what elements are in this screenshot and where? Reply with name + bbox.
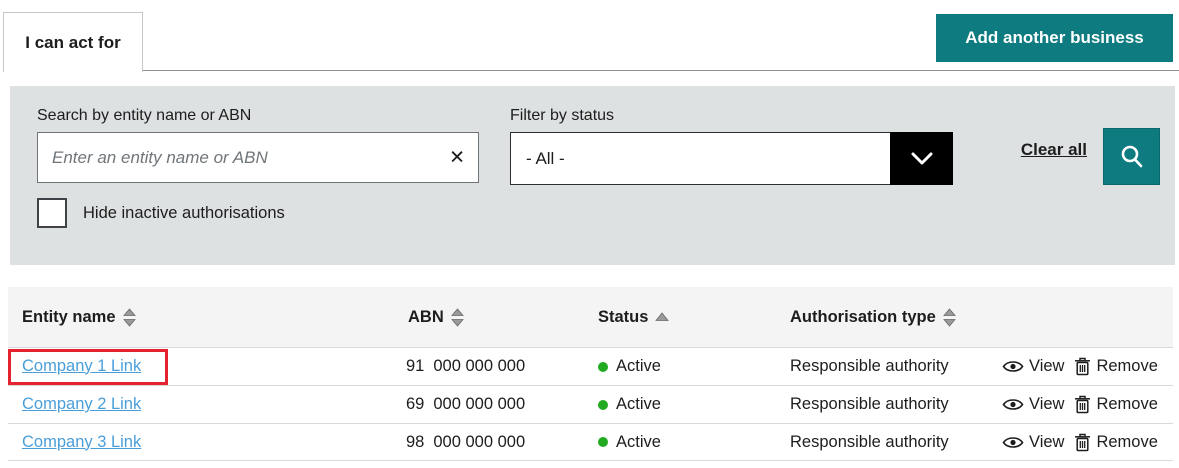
status-label: Active: [616, 432, 661, 451]
table-row: Company 2 Link 69 000 000 000 Active Resp…: [8, 385, 1173, 423]
remove-button[interactable]: Remove: [1074, 395, 1158, 414]
add-another-business-button[interactable]: Add another business: [936, 14, 1173, 62]
table-row: Company 1 Link 91 000 000 000 Active Resp…: [8, 347, 1173, 385]
tab-i-can-act-for[interactable]: I can act for: [3, 12, 143, 72]
eye-icon: [1002, 359, 1024, 374]
sort-both-icon: [122, 307, 136, 327]
entity-link[interactable]: Company 3 Link: [22, 432, 142, 451]
authorisation-type: Responsible authority: [790, 395, 949, 413]
sort-both-icon: [942, 307, 956, 327]
chevron-down-icon[interactable]: [890, 132, 953, 185]
remove-button[interactable]: Remove: [1074, 357, 1158, 376]
abn-value: 91 000 000 000: [406, 357, 526, 375]
hide-inactive-checkbox[interactable]: [37, 198, 67, 228]
tab-bar-divider: [142, 70, 1179, 71]
status-dot: [598, 361, 608, 372]
table-row: Company 3 Link 98 000 000 000 Active Resp…: [8, 423, 1173, 461]
sort-both-icon: [450, 307, 464, 327]
search-label: Search by entity name or ABN: [37, 107, 252, 124]
remove-button[interactable]: Remove: [1074, 433, 1158, 452]
authorisations-table: Entity name ABN Status: [8, 287, 1173, 461]
abn-value: 98 000 000 000: [406, 432, 526, 451]
status-dot: [598, 437, 608, 447]
column-header-status[interactable]: Status: [583, 308, 773, 327]
authorisation-type: Responsible authority: [790, 357, 949, 375]
trash-icon: [1074, 433, 1091, 452]
authorisation-type: Responsible authority: [790, 432, 949, 451]
filter-panel: Search by entity name or ABN ✕ Filter by…: [10, 86, 1175, 265]
clear-input-icon[interactable]: ✕: [449, 147, 465, 168]
hide-inactive-label: Hide inactive authorisations: [83, 203, 285, 222]
tab-label: I can act for: [25, 32, 121, 52]
status-filter-selected-value: - All -: [510, 132, 890, 185]
status-label: Active: [616, 357, 661, 375]
view-button[interactable]: View: [1002, 395, 1064, 414]
table-header-row: Entity name ABN Status: [8, 287, 1173, 347]
search-button[interactable]: [1103, 128, 1160, 185]
trash-icon: [1074, 357, 1091, 376]
column-header-entity-name[interactable]: Entity name: [8, 308, 393, 327]
column-header-abn[interactable]: ABN: [393, 308, 583, 327]
status-filter-select[interactable]: - All -: [510, 132, 953, 185]
clear-all-link[interactable]: Clear all: [1020, 140, 1087, 159]
sort-ascending-icon: [655, 312, 670, 322]
entity-link[interactable]: Company 1 Link: [22, 356, 142, 375]
status-dot: [598, 399, 608, 410]
trash-icon: [1074, 395, 1091, 414]
status-filter-label: Filter by status: [510, 107, 615, 124]
entity-link[interactable]: Company 2 Link: [22, 395, 142, 413]
search-input[interactable]: [38, 133, 478, 182]
eye-icon: [1002, 397, 1024, 412]
view-button[interactable]: View: [1002, 357, 1064, 376]
view-button[interactable]: View: [1002, 433, 1064, 452]
search-box: ✕: [37, 132, 479, 183]
abn-value: 69 000 000 000: [406, 395, 526, 413]
column-header-authorisation-type[interactable]: Authorisation type: [773, 308, 995, 327]
search-icon: [1118, 143, 1146, 171]
search-field-group: Search by entity name or ABN ✕: [37, 107, 479, 183]
tab-bar: I can act for Add another business: [0, 0, 1179, 72]
status-filter-group: Filter by status - All -: [510, 107, 953, 185]
eye-icon: [1002, 435, 1024, 450]
status-label: Active: [616, 395, 661, 413]
highlight-box: Company 1 Link: [8, 348, 169, 385]
